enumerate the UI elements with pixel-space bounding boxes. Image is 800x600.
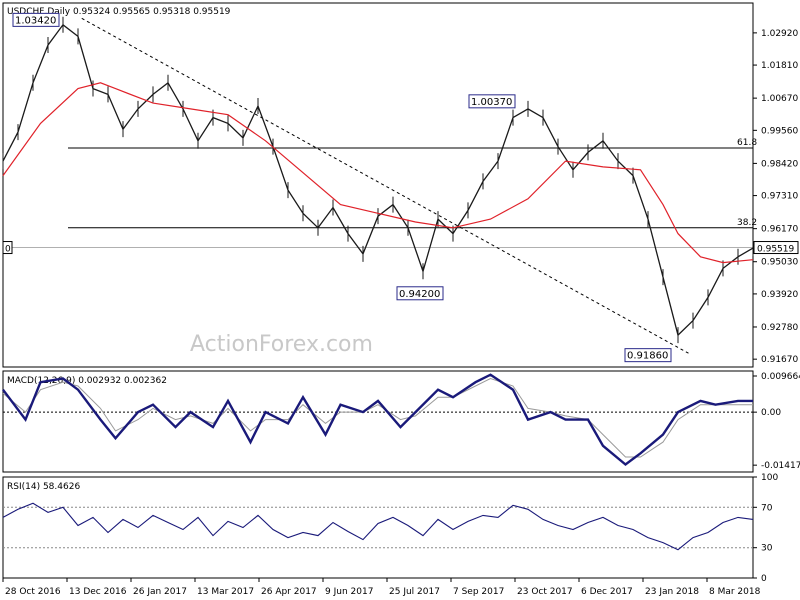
x-tick-label: 23 Jan 2018 xyxy=(645,587,699,597)
left-marker-box xyxy=(2,241,13,255)
x-tick-label: 26 Jan 2017 xyxy=(133,587,187,597)
macd-y-tick-label: -0.014171 xyxy=(761,461,800,471)
macd-series xyxy=(2,373,753,467)
moving-average-series xyxy=(2,82,754,264)
trendline xyxy=(81,17,690,355)
x-tick-label: 6 Dec 2017 xyxy=(581,587,633,597)
panel-frame-3 xyxy=(2,476,754,579)
price-series xyxy=(2,23,754,337)
panel-frame-2 xyxy=(2,370,754,473)
fib-label: 38.2 xyxy=(737,218,757,228)
fib-label: 61.8 xyxy=(737,138,757,148)
x-tick-label: 23 Oct 2017 xyxy=(517,587,573,597)
x-tick-label: 7 Sep 2017 xyxy=(453,587,504,597)
annotation-label: 0.94200 xyxy=(399,289,440,300)
left-marker-label: 0 xyxy=(5,245,11,255)
annotation-box xyxy=(396,286,444,301)
rsi-y-tick-label: 30 xyxy=(761,544,773,554)
x-tick-label: 13 Mar 2017 xyxy=(197,587,254,597)
annotation-label: 0.91860 xyxy=(627,351,668,362)
last-price-box xyxy=(753,241,799,255)
y-tick-label: 0.92780 xyxy=(761,323,798,333)
y-tick-label: 0.95030 xyxy=(761,258,798,268)
annotation-box xyxy=(12,12,60,27)
y-tick-label: 1.00670 xyxy=(761,94,798,104)
macd-y-tick-label: 0.00 xyxy=(761,408,781,418)
annotation-label: 1.03420 xyxy=(15,15,56,26)
y-tick-label: 0.96170 xyxy=(761,225,798,235)
rsi-y-tick-label: 0 xyxy=(761,574,767,584)
annotation-box xyxy=(468,94,516,109)
x-tick-label: 13 Dec 2016 xyxy=(69,587,127,597)
y-tick-label: 1.01810 xyxy=(761,61,798,71)
x-tick-label: 28 Oct 2016 xyxy=(5,587,61,597)
y-tick-label: 0.93920 xyxy=(761,290,798,300)
watermark: ActionForex.com xyxy=(190,332,373,357)
x-tick-label: 9 Jun 2017 xyxy=(325,587,373,597)
x-tick-label: 26 Apr 2017 xyxy=(261,587,317,597)
macd-y-tick-label: 0.009664 xyxy=(761,372,800,382)
rsi-series xyxy=(2,502,754,551)
y-tick-label: 1.02920 xyxy=(761,29,798,39)
y-tick-label: 0.97310 xyxy=(761,192,798,202)
rsi-y-tick-label: 100 xyxy=(761,473,778,483)
y-tick-label: 0.99560 xyxy=(761,126,798,136)
x-tick-label: 8 Mar 2018 xyxy=(709,587,761,597)
y-tick-label: 0.91670 xyxy=(761,355,798,365)
macd-signal-series xyxy=(2,377,753,458)
rsi-header: RSI(14) 58.4626 xyxy=(7,482,80,492)
panel-frame-1 xyxy=(2,2,754,368)
price-header: USDCHF,Daily 0.95324 0.95565 0.95318 0.9… xyxy=(7,7,231,17)
annotation-label: 1.00370 xyxy=(471,97,512,108)
macd-header: MACD(12,26,9) 0.002932 0.002362 xyxy=(7,376,167,386)
y-tick-label: 0.98420 xyxy=(761,159,798,169)
last-price-label: 0.95519 xyxy=(757,245,794,255)
rsi-y-tick-label: 70 xyxy=(761,503,773,513)
annotation-box xyxy=(624,348,672,363)
x-tick-label: 25 Jul 2017 xyxy=(389,587,440,597)
